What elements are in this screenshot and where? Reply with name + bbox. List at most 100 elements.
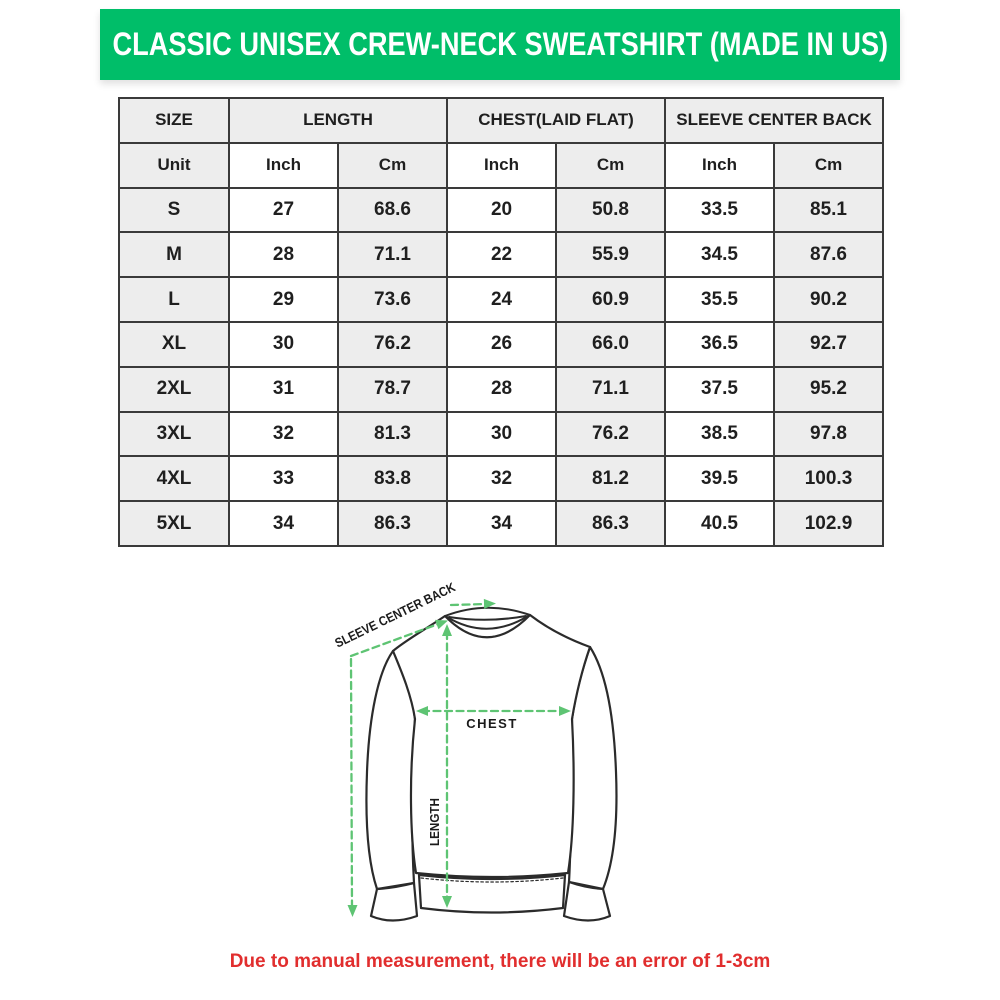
sleeve-vertical-measure-line — [349, 657, 354, 910]
value-cell: 50.8 — [555, 186, 667, 234]
unit-cell: Inch — [228, 141, 339, 189]
size-cell: 2XL — [118, 365, 230, 413]
value-cell: 33 — [228, 455, 339, 503]
arrowhead-left-icon — [416, 706, 428, 716]
value-cell: 32 — [228, 410, 339, 458]
sleeve-diagonal-measure-line — [349, 621, 443, 658]
value-cell: 55.9 — [555, 231, 667, 279]
value-cell: 30 — [228, 320, 339, 368]
value-cell: 34.5 — [664, 231, 776, 279]
unit-cell: Cm — [336, 141, 449, 189]
sweatshirt-outline-illustration — [365, 606, 618, 922]
value-cell: 86.3 — [336, 500, 449, 547]
col-header-size: SIZE — [118, 97, 230, 144]
value-cell: 28 — [228, 231, 339, 279]
table-row: 3XL 32 81.3 30 76.2 38.5 97.8 — [118, 410, 885, 458]
value-cell: 26 — [446, 320, 558, 368]
arrowhead-up-icon — [442, 624, 452, 636]
value-cell: 60.9 — [555, 276, 667, 323]
value-cell: 31 — [228, 365, 339, 413]
value-cell: 83.8 — [336, 455, 449, 503]
value-cell: 39.5 — [664, 455, 776, 503]
value-cell: 81.2 — [555, 455, 667, 503]
value-cell: 27 — [228, 186, 339, 234]
table-row: L 29 73.6 24 60.9 35.5 90.2 — [118, 276, 885, 323]
value-cell: 66.0 — [555, 320, 667, 368]
size-cell: 5XL — [118, 500, 230, 547]
sleeve-top-measure-line — [449, 602, 488, 607]
unit-cell: Inch — [664, 141, 776, 189]
waistband-shape — [417, 873, 567, 914]
measurement-arrowheads — [347, 598, 571, 917]
title-banner: CLASSIC UNISEX CREW-NECK SWEATSHIRT (MAD… — [100, 9, 900, 80]
col-header-sleeve-center-back: SLEEVE CENTER BACK — [664, 97, 885, 144]
arrowhead-down-icon — [442, 896, 452, 908]
arrowhead-up-right-icon — [435, 619, 448, 630]
unit-header-row: Unit Inch Cm Inch Cm Inch Cm — [118, 141, 885, 189]
value-cell: 30 — [446, 410, 558, 458]
table-row: 5XL 34 86.3 34 86.3 40.5 102.9 — [118, 500, 885, 547]
value-cell: 34 — [446, 500, 558, 547]
value-cell: 32 — [446, 455, 558, 503]
unit-cell: Inch — [446, 141, 558, 189]
chest-label: CHEST — [466, 716, 518, 731]
size-cell: L — [118, 276, 230, 323]
size-cell: S — [118, 186, 230, 234]
size-cell: 4XL — [118, 455, 230, 503]
col-header-length: LENGTH — [227, 97, 449, 144]
size-cell: M — [118, 231, 230, 279]
size-chart-table: SIZE LENGTH CHEST(LAID FLAT) SLEEVE CENT… — [118, 97, 885, 547]
collar-ribbing — [444, 606, 531, 630]
value-cell: 22 — [446, 231, 558, 279]
page-title: CLASSIC UNISEX CREW-NECK SWEATSHIRT (MAD… — [112, 26, 888, 62]
value-cell: 73.6 — [336, 276, 449, 323]
value-cell: 85.1 — [773, 186, 885, 234]
size-cell: XL — [118, 320, 230, 368]
value-cell: 68.6 — [336, 186, 449, 234]
table-row: 2XL 31 78.7 28 71.1 37.5 95.2 — [118, 365, 885, 413]
sweatshirt-measurement-diagram: SLEEVE CENTER BACK CHEST LENGTH — [332, 579, 618, 922]
value-cell: 78.7 — [336, 365, 449, 413]
value-cell: 38.5 — [664, 410, 776, 458]
value-cell: 76.2 — [336, 320, 449, 368]
unit-cell: Cm — [773, 141, 885, 189]
value-cell: 71.1 — [336, 231, 449, 279]
length-label: LENGTH — [427, 798, 442, 846]
group-header-row: SIZE LENGTH CHEST(LAID FLAT) SLEEVE CENT… — [118, 97, 885, 144]
measurement-error-note: Due to manual measurement, there will be… — [229, 951, 771, 972]
value-cell: 92.7 — [773, 320, 885, 368]
value-cell: 90.2 — [773, 276, 885, 323]
body-shape — [391, 613, 592, 879]
value-cell: 97.8 — [773, 410, 885, 458]
value-cell: 81.3 — [336, 410, 449, 458]
value-cell: 34 — [228, 500, 339, 547]
value-cell: 102.9 — [773, 500, 885, 547]
value-cell: 95.2 — [773, 365, 885, 413]
arrowhead-down-icon — [347, 905, 358, 917]
unit-cell: Unit — [118, 141, 230, 189]
value-cell: 36.5 — [664, 320, 776, 368]
value-cell: 24 — [446, 276, 558, 323]
value-cell: 37.5 — [664, 365, 776, 413]
table-row: XL 30 76.2 26 66.0 36.5 92.7 — [118, 320, 885, 368]
table-row: 4XL 33 83.8 32 81.2 39.5 100.3 — [118, 455, 885, 503]
value-cell: 76.2 — [555, 410, 667, 458]
value-cell: 20 — [446, 186, 558, 234]
unit-cell: Cm — [555, 141, 667, 189]
value-cell: 33.5 — [664, 186, 776, 234]
value-cell: 87.6 — [773, 231, 885, 279]
table-row: M 28 71.1 22 55.9 34.5 87.6 — [118, 231, 885, 279]
value-cell: 40.5 — [664, 500, 776, 547]
measurement-lines — [349, 602, 567, 910]
size-cell: 3XL — [118, 410, 230, 458]
value-cell: 35.5 — [664, 276, 776, 323]
stitch-seams — [376, 877, 604, 890]
value-cell: 86.3 — [555, 500, 667, 547]
value-cell: 28 — [446, 365, 558, 413]
arrowhead-right-icon — [559, 706, 571, 716]
value-cell: 29 — [228, 276, 339, 323]
arrowhead-right-icon — [483, 598, 496, 609]
value-cell: 100.3 — [773, 455, 885, 503]
value-cell: 71.1 — [555, 365, 667, 413]
table-row: S 27 68.6 20 50.8 33.5 85.1 — [118, 186, 885, 234]
